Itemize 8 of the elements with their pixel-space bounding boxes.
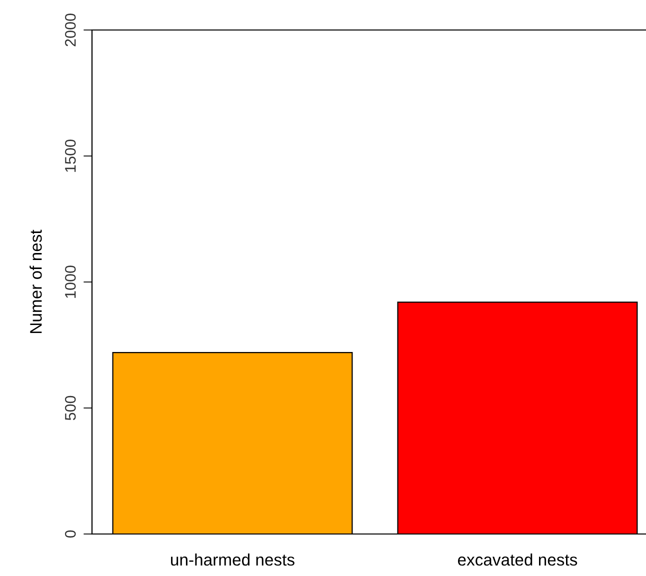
y-tick-label: 1500 bbox=[64, 140, 76, 172]
y-tick-label: 2000 bbox=[64, 14, 76, 46]
x-tick-label: excavated nests bbox=[458, 553, 578, 566]
y-axis-title: Numer of nest bbox=[30, 230, 42, 333]
x-tick-label: un-harmed nests bbox=[171, 553, 294, 566]
y-tick-label: 1000 bbox=[64, 266, 76, 298]
y-tick-label: 500 bbox=[64, 396, 76, 420]
y-tick-label: 0 bbox=[64, 530, 76, 538]
